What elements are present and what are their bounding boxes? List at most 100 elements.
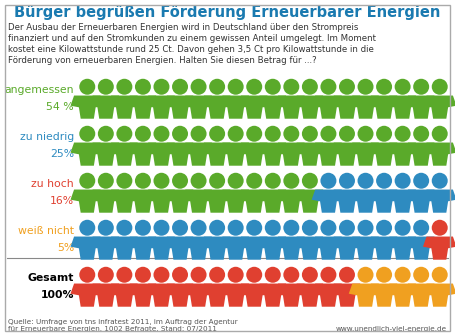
Circle shape bbox=[413, 220, 429, 236]
Polygon shape bbox=[330, 284, 364, 307]
Circle shape bbox=[116, 267, 132, 283]
Polygon shape bbox=[367, 190, 401, 213]
Polygon shape bbox=[163, 284, 197, 307]
Circle shape bbox=[283, 267, 299, 283]
Polygon shape bbox=[126, 142, 160, 166]
Polygon shape bbox=[71, 142, 104, 166]
Polygon shape bbox=[349, 142, 382, 166]
Text: zu hoch: zu hoch bbox=[31, 179, 74, 189]
Polygon shape bbox=[423, 142, 455, 166]
Circle shape bbox=[153, 173, 169, 189]
Circle shape bbox=[394, 220, 410, 236]
Polygon shape bbox=[238, 237, 271, 260]
Polygon shape bbox=[71, 95, 104, 119]
Polygon shape bbox=[219, 95, 253, 119]
Circle shape bbox=[228, 126, 244, 142]
Polygon shape bbox=[386, 237, 420, 260]
Circle shape bbox=[172, 267, 188, 283]
Polygon shape bbox=[71, 284, 104, 307]
Polygon shape bbox=[386, 142, 420, 166]
Circle shape bbox=[172, 220, 188, 236]
Polygon shape bbox=[107, 142, 141, 166]
Text: 16%: 16% bbox=[50, 196, 74, 206]
Circle shape bbox=[432, 173, 448, 189]
Polygon shape bbox=[163, 237, 197, 260]
Polygon shape bbox=[386, 95, 420, 119]
Polygon shape bbox=[367, 142, 401, 166]
Circle shape bbox=[320, 220, 336, 236]
Circle shape bbox=[283, 126, 299, 142]
Polygon shape bbox=[404, 190, 438, 213]
Circle shape bbox=[339, 220, 355, 236]
Circle shape bbox=[265, 220, 281, 236]
Polygon shape bbox=[274, 284, 308, 307]
Polygon shape bbox=[423, 190, 455, 213]
Text: 5%: 5% bbox=[57, 243, 74, 253]
Circle shape bbox=[283, 220, 299, 236]
Circle shape bbox=[320, 173, 336, 189]
Circle shape bbox=[339, 173, 355, 189]
Circle shape bbox=[98, 220, 114, 236]
Text: angemessen: angemessen bbox=[5, 85, 74, 95]
Circle shape bbox=[358, 220, 374, 236]
Circle shape bbox=[116, 173, 132, 189]
Polygon shape bbox=[182, 95, 215, 119]
Circle shape bbox=[209, 173, 225, 189]
Text: Der Ausbau der Erneuerbaren Energien wird in Deutschland über den Strompreis
fin: Der Ausbau der Erneuerbaren Energien wir… bbox=[8, 23, 376, 65]
Polygon shape bbox=[293, 95, 327, 119]
Circle shape bbox=[209, 126, 225, 142]
Circle shape bbox=[413, 173, 429, 189]
Circle shape bbox=[376, 79, 392, 95]
Polygon shape bbox=[238, 190, 271, 213]
Circle shape bbox=[376, 267, 392, 283]
Circle shape bbox=[265, 173, 281, 189]
Circle shape bbox=[413, 79, 429, 95]
Circle shape bbox=[302, 220, 318, 236]
Circle shape bbox=[339, 267, 355, 283]
Circle shape bbox=[432, 126, 448, 142]
Polygon shape bbox=[126, 237, 160, 260]
Polygon shape bbox=[126, 190, 160, 213]
Polygon shape bbox=[89, 284, 122, 307]
Circle shape bbox=[413, 126, 429, 142]
Circle shape bbox=[320, 267, 336, 283]
Circle shape bbox=[432, 79, 448, 95]
Circle shape bbox=[135, 267, 151, 283]
Polygon shape bbox=[182, 190, 215, 213]
Circle shape bbox=[246, 126, 262, 142]
Circle shape bbox=[79, 79, 95, 95]
Circle shape bbox=[302, 126, 318, 142]
Circle shape bbox=[135, 220, 151, 236]
Polygon shape bbox=[404, 95, 438, 119]
Polygon shape bbox=[274, 190, 308, 213]
Text: Bürger begrüßen Förderung Erneuerbarer Energien: Bürger begrüßen Förderung Erneuerbarer E… bbox=[14, 5, 441, 20]
Polygon shape bbox=[219, 190, 253, 213]
Circle shape bbox=[209, 79, 225, 95]
Circle shape bbox=[98, 79, 114, 95]
Polygon shape bbox=[71, 237, 104, 260]
Circle shape bbox=[283, 173, 299, 189]
Polygon shape bbox=[330, 237, 364, 260]
Text: 54 %: 54 % bbox=[46, 102, 74, 112]
Circle shape bbox=[320, 126, 336, 142]
Polygon shape bbox=[274, 95, 308, 119]
Circle shape bbox=[265, 126, 281, 142]
Polygon shape bbox=[219, 237, 253, 260]
Circle shape bbox=[432, 267, 448, 283]
Polygon shape bbox=[293, 237, 327, 260]
Polygon shape bbox=[219, 284, 253, 307]
Circle shape bbox=[228, 173, 244, 189]
Polygon shape bbox=[423, 95, 455, 119]
Circle shape bbox=[209, 220, 225, 236]
Circle shape bbox=[246, 267, 262, 283]
Circle shape bbox=[228, 220, 244, 236]
Text: zu niedrig: zu niedrig bbox=[20, 132, 74, 142]
Polygon shape bbox=[219, 142, 253, 166]
Text: www.unendlich-viel-energie.de: www.unendlich-viel-energie.de bbox=[336, 326, 447, 332]
Polygon shape bbox=[312, 142, 345, 166]
Polygon shape bbox=[330, 95, 364, 119]
Circle shape bbox=[191, 173, 207, 189]
Circle shape bbox=[413, 267, 429, 283]
Polygon shape bbox=[182, 237, 215, 260]
Circle shape bbox=[172, 126, 188, 142]
